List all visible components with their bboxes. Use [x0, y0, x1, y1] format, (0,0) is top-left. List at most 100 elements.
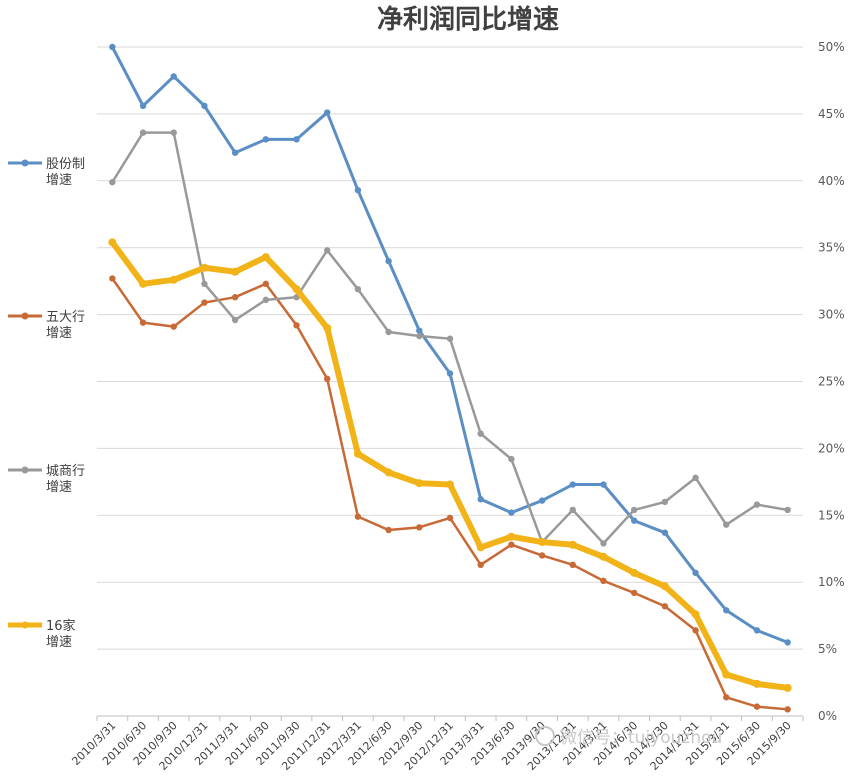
data-point: [261, 253, 270, 262]
data-point: [353, 449, 362, 458]
data-point: [661, 529, 669, 536]
data-point: [384, 468, 393, 477]
legend-label: 城商行: [46, 464, 85, 479]
data-point: [231, 316, 239, 324]
y-tick-label: 0%: [818, 709, 837, 723]
data-point: [324, 247, 331, 254]
data-point: [661, 603, 669, 610]
grid-lines: [97, 46, 803, 717]
data-point: [753, 627, 761, 634]
data-point: [784, 639, 791, 646]
data-point: [477, 496, 484, 503]
y-tick-label: 25%: [818, 375, 845, 389]
y-tick-label: 40%: [818, 174, 845, 188]
data-point: [354, 186, 362, 194]
legend-swatch-marker: [21, 312, 29, 320]
data-point: [385, 257, 392, 265]
data-point: [477, 561, 484, 569]
data-point: [784, 506, 791, 514]
y-tick-label: 30%: [818, 308, 845, 322]
series-line: [111, 277, 789, 711]
data-point: [293, 322, 300, 329]
data-point: [170, 73, 177, 80]
legend-swatch-marker: [21, 159, 29, 167]
y-axis-ticks: 0% 5% 10% 15% 20% 25% 30% 35% 40% 45% 50%: [818, 40, 845, 723]
data-point: [630, 506, 638, 514]
data-point: [109, 43, 116, 51]
data-point: [569, 506, 576, 514]
data-point: [477, 430, 484, 437]
data-point: [538, 538, 547, 547]
data-point: [753, 501, 761, 508]
data-point: [415, 479, 424, 488]
data-point: [538, 552, 546, 559]
y-tick-label: 50%: [818, 40, 845, 54]
data-point: [231, 149, 239, 156]
data-point: [630, 589, 638, 597]
data-point: [692, 569, 699, 577]
legend-label: 增速: [46, 173, 72, 188]
series-lines: [108, 43, 792, 713]
data-point: [723, 521, 730, 528]
data-point: [723, 694, 730, 701]
data-point: [660, 582, 669, 591]
data-point: [630, 517, 638, 524]
data-point: [231, 294, 239, 301]
data-point: [170, 323, 177, 330]
data-point: [200, 263, 209, 272]
data-point: [416, 332, 423, 340]
data-point: [139, 279, 148, 288]
y-tick-label: 15%: [818, 508, 845, 522]
data-point: [170, 129, 177, 136]
y-tick-label: 35%: [818, 241, 845, 255]
data-point: [569, 561, 576, 569]
data-point: [569, 481, 576, 488]
legend-swatch-marker: [21, 466, 29, 474]
data-point: [416, 524, 423, 531]
data-point: [262, 296, 270, 304]
data-point: [385, 526, 392, 534]
data-point: [508, 455, 515, 463]
watermark: 微信号：tuiyouzhou: [535, 726, 722, 748]
legend-label: 16家: [46, 618, 76, 634]
data-point: [507, 532, 516, 541]
data-point: [446, 335, 454, 342]
data-point: [753, 703, 761, 710]
data-point: [599, 552, 608, 561]
data-point: [600, 481, 607, 488]
y-tick-label: 20%: [818, 441, 845, 455]
data-point: [169, 275, 178, 284]
data-point: [692, 627, 699, 634]
data-point: [630, 568, 639, 577]
data-point: [661, 498, 669, 506]
data-point: [692, 474, 699, 482]
data-point: [201, 280, 208, 288]
data-point: [752, 679, 761, 688]
data-point: [722, 670, 731, 679]
data-point: [416, 327, 423, 334]
series-0: [109, 43, 791, 646]
data-point: [784, 706, 791, 713]
wechat-logo-icon: [535, 726, 555, 746]
watermark-text: 微信号：tuiyouzhou: [560, 728, 722, 748]
data-point: [446, 370, 454, 377]
data-point: [262, 280, 270, 288]
data-point: [723, 607, 730, 614]
data-point: [323, 323, 332, 332]
data-point: [354, 285, 362, 293]
legend-swatch-marker: [21, 621, 29, 629]
series-line: [109, 239, 791, 691]
data-point: [201, 299, 208, 306]
data-point: [783, 683, 792, 692]
data-point: [446, 514, 454, 522]
data-point: [293, 136, 300, 143]
data-point: [324, 375, 331, 383]
y-tick-label: 10%: [818, 575, 845, 589]
data-point: [262, 136, 270, 143]
legend-label: 增速: [46, 635, 72, 650]
data-point: [508, 509, 515, 516]
